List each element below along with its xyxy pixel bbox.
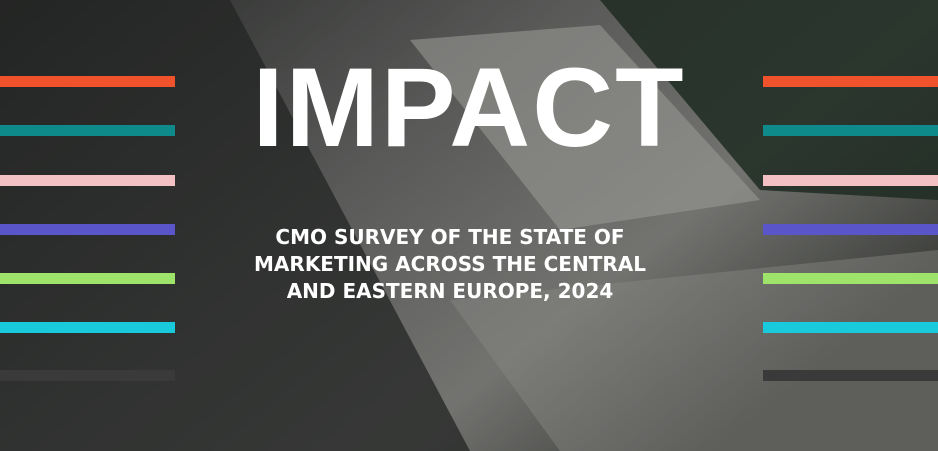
- subtitle-line: MARKETING ACROSS THE CENTRAL: [254, 252, 646, 276]
- right-stripes: [763, 76, 938, 381]
- stripe: [0, 76, 175, 87]
- left-stripes: [0, 76, 175, 381]
- stripe: [763, 322, 938, 333]
- stripe: [0, 273, 175, 284]
- stripe: [0, 370, 175, 381]
- subtitle-line: AND EASTERN EUROPE, 2024: [286, 279, 614, 303]
- title: IMPACT: [252, 45, 686, 170]
- stripe: [0, 322, 175, 333]
- stripe: [763, 273, 938, 284]
- stripe: [0, 224, 175, 235]
- stripe: [763, 224, 938, 235]
- stripe: [763, 76, 938, 87]
- stripe: [0, 175, 175, 186]
- subtitle-line: CMO SURVEY OF THE STATE OF: [275, 225, 625, 249]
- stripe: [763, 370, 938, 381]
- stripe: [763, 175, 938, 186]
- subtitle: CMO SURVEY OF THE STATE OF MARKETING ACR…: [230, 224, 670, 305]
- stripe: [763, 125, 938, 136]
- stripe: [0, 125, 175, 136]
